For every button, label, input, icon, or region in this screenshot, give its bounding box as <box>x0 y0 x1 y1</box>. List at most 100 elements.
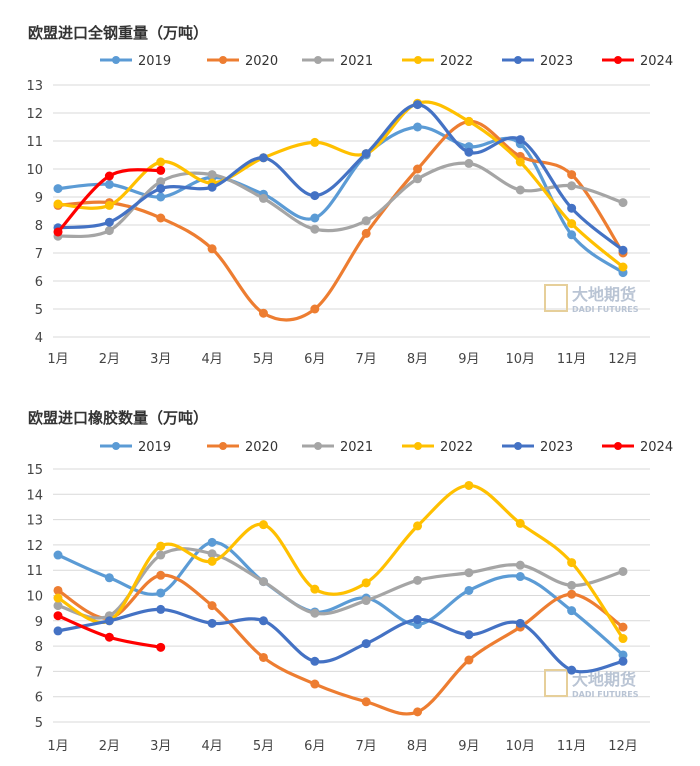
data-point-2023 <box>156 184 166 194</box>
legend-item-2023[interactable]: 2023 <box>502 54 573 69</box>
x-tick-label: 4月 <box>201 352 222 367</box>
data-point-2021 <box>156 550 166 560</box>
data-point-2024 <box>104 171 114 181</box>
data-point-2019 <box>464 585 474 595</box>
x-tick-label: 7月 <box>356 352 377 367</box>
data-point-2022 <box>156 157 166 167</box>
data-point-2022 <box>464 116 474 126</box>
data-point-2022 <box>310 137 320 147</box>
data-point-2023 <box>207 182 217 192</box>
data-point-2024 <box>53 227 63 237</box>
legend-item-2020[interactable]: 2020 <box>207 54 278 69</box>
y-tick-label: 13 <box>26 514 43 529</box>
legend-label: 2021 <box>340 440 373 455</box>
x-tick-label: 8月 <box>407 352 428 367</box>
y-tick-label: 6 <box>35 275 43 290</box>
data-point-2019 <box>310 213 320 223</box>
data-point-2021 <box>361 216 371 226</box>
y-tick-label: 6 <box>35 691 43 706</box>
data-point-2024 <box>156 165 166 175</box>
chart-2: 欧盟进口橡胶数量（万吨） 5 6 7 8 9 10 11 12 13 14 15 1月 2月 3月 4月 5月 6… <box>26 409 673 754</box>
data-point-2021 <box>464 158 474 168</box>
data-point-2021 <box>567 580 577 590</box>
data-point-2021 <box>413 575 423 585</box>
data-point-2023 <box>310 191 320 201</box>
y-tick-label: 8 <box>35 640 43 655</box>
data-point-2023 <box>413 100 423 110</box>
data-point-2023 <box>515 618 525 628</box>
legend-label: 2023 <box>540 54 573 69</box>
data-point-2020 <box>258 652 268 662</box>
chart-1: 欧盟进口全钢重量（万吨） 4 5 6 7 8 9 10 11 12 13 1月 2月 3月 4月 5月 6月 7月… <box>26 24 673 367</box>
data-point-2021 <box>53 601 63 611</box>
legend-item-2021[interactable]: 2021 <box>302 440 373 455</box>
data-point-2021 <box>361 596 371 606</box>
data-point-2019 <box>53 550 63 560</box>
legend-item-2022[interactable]: 2022 <box>402 54 473 69</box>
y-tick-label: 9 <box>35 191 43 206</box>
data-point-2021 <box>258 577 268 587</box>
data-point-2019 <box>156 588 166 598</box>
legend-item-2021[interactable]: 2021 <box>302 54 373 69</box>
data-point-2021 <box>156 177 166 187</box>
legend-item-2022[interactable]: 2022 <box>402 440 473 455</box>
legend-label: 2022 <box>440 54 473 69</box>
legend-item-2024[interactable]: 2024 <box>602 54 673 69</box>
svg-text:大地期货: 大地期货 <box>572 285 636 304</box>
data-point-2022 <box>618 262 628 272</box>
x-tick-label: 4月 <box>201 739 222 754</box>
data-point-2021 <box>310 608 320 618</box>
data-point-2021 <box>104 226 114 236</box>
x-tick-label: 2月 <box>99 352 120 367</box>
data-point-2024 <box>156 642 166 652</box>
x-tick-label: 1月 <box>47 739 68 754</box>
data-point-2023 <box>618 245 628 255</box>
data-point-2021 <box>207 170 217 180</box>
x-tick-label: 12月 <box>608 352 638 367</box>
data-point-2020 <box>53 585 63 595</box>
data-point-2020 <box>258 308 268 318</box>
legend-item-2020[interactable]: 2020 <box>207 440 278 455</box>
data-point-2022 <box>310 584 320 594</box>
data-point-2019 <box>207 537 217 547</box>
data-point-2021 <box>515 185 525 195</box>
data-point-2023 <box>310 656 320 666</box>
data-point-2019 <box>53 184 63 194</box>
y-tick-label: 9 <box>35 615 43 630</box>
data-point-2022 <box>361 578 371 588</box>
data-point-2020 <box>567 170 577 180</box>
data-point-2019 <box>567 230 577 240</box>
legend-item-2019[interactable]: 2019 <box>100 54 171 69</box>
legend-label: 2024 <box>640 440 673 455</box>
data-point-2022 <box>618 634 628 644</box>
data-point-2023 <box>515 135 525 145</box>
data-point-2023 <box>464 630 474 640</box>
data-point-2023 <box>567 203 577 213</box>
data-point-2023 <box>464 147 474 157</box>
data-point-2021 <box>310 224 320 234</box>
legend-item-2024[interactable]: 2024 <box>602 440 673 455</box>
legend-label: 2020 <box>245 440 278 455</box>
data-point-2022 <box>567 558 577 568</box>
x-tick-label: 11月 <box>557 352 587 367</box>
x-tick-label: 5月 <box>253 739 274 754</box>
data-point-2020 <box>361 697 371 707</box>
y-tick-label: 12 <box>26 107 43 122</box>
legend-label: 2019 <box>138 440 171 455</box>
x-tick-label: 3月 <box>150 739 171 754</box>
data-point-2024 <box>104 632 114 642</box>
y-tick-label: 7 <box>35 247 43 262</box>
legend-label: 2024 <box>640 54 673 69</box>
y-tick-label: 10 <box>26 163 43 178</box>
data-point-2023 <box>567 665 577 675</box>
series-line-2022 <box>57 483 625 640</box>
data-point-2022 <box>156 541 166 551</box>
data-point-2020 <box>618 622 628 632</box>
series-line-2023 <box>57 607 624 674</box>
data-point-2021 <box>567 181 577 191</box>
legend-item-2023[interactable]: 2023 <box>502 440 573 455</box>
legend-item-2019[interactable]: 2019 <box>100 440 171 455</box>
x-tick-label: 10月 <box>505 739 535 754</box>
